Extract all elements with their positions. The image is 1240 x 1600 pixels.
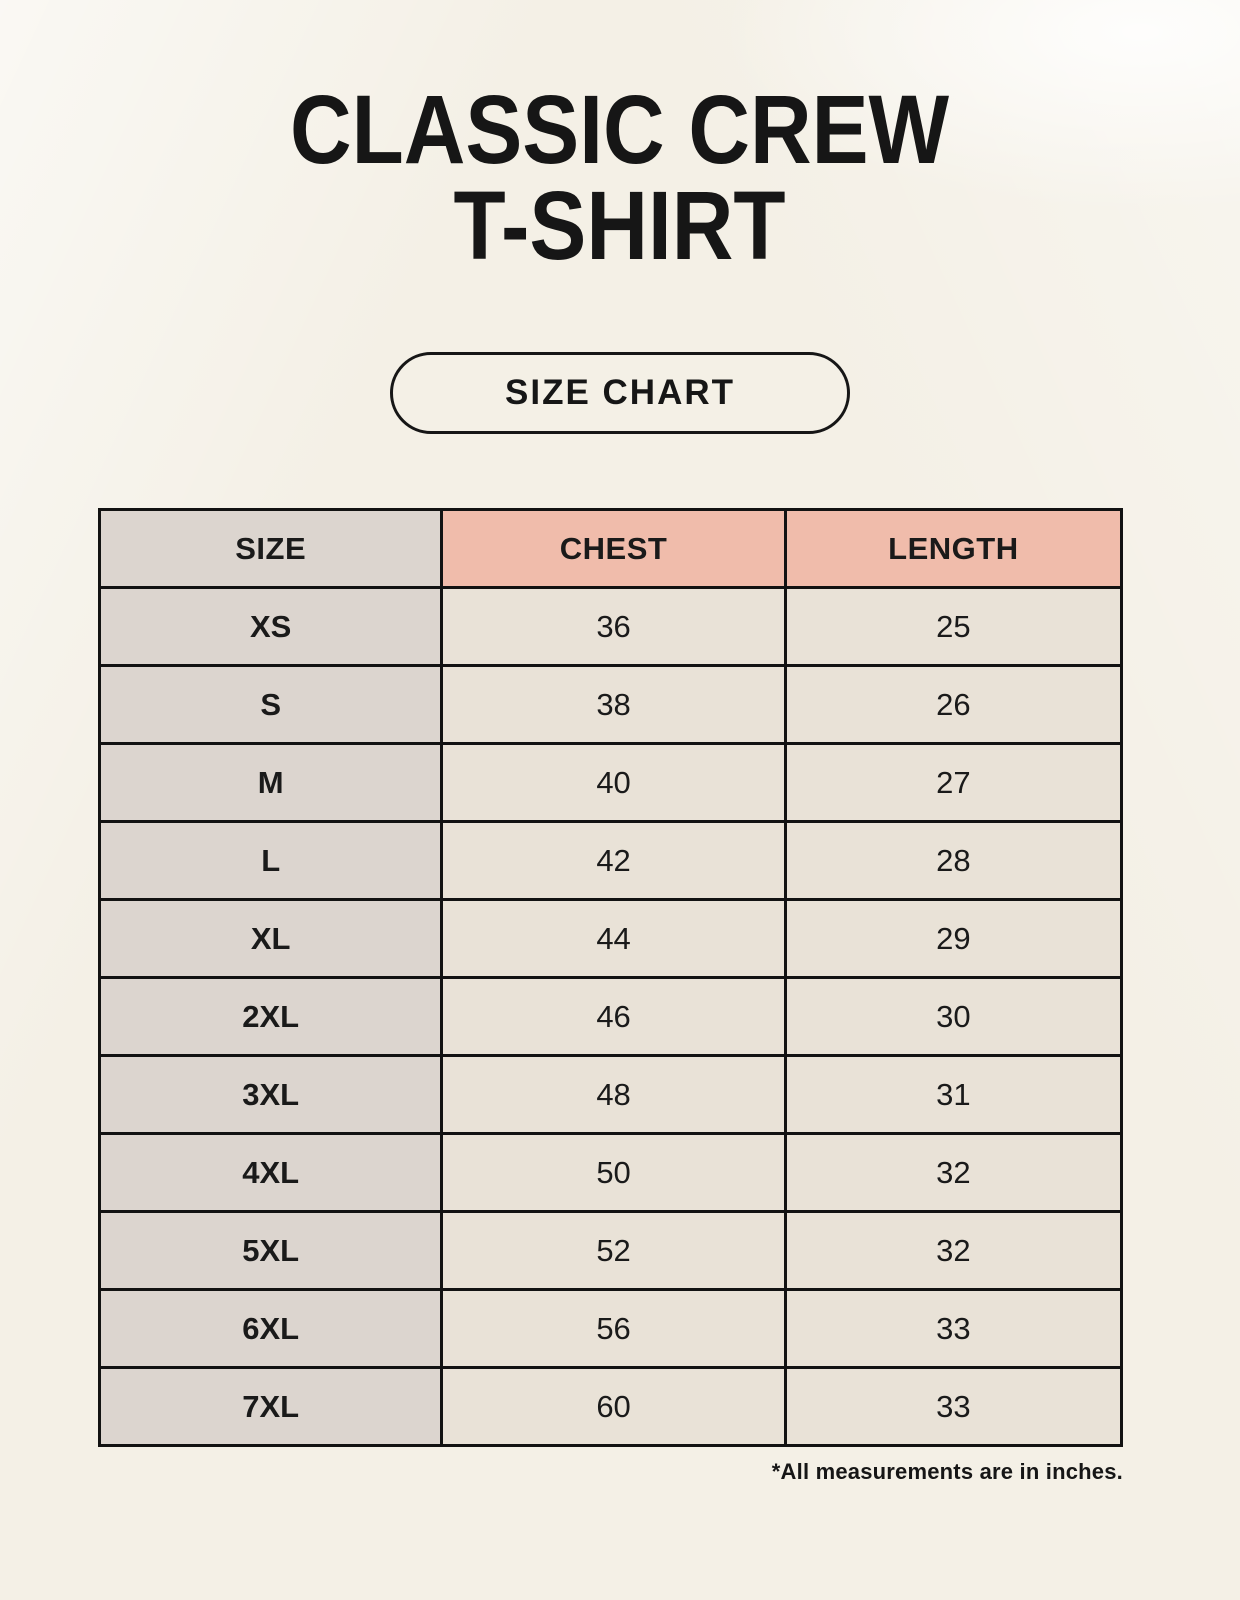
chest-cell: 52 [440,1210,787,1292]
length-cell: 32 [783,1210,1124,1292]
size-cell: S [97,664,444,746]
length-cell: 32 [783,1132,1124,1214]
size-chart-button-label: SIZE CHART [505,373,735,413]
length-cell: 30 [783,976,1124,1058]
length-cell: 28 [783,820,1124,902]
footnote: *All measurements are in inches. [771,1459,1123,1485]
table-row: 2XL 46 30 [97,976,1124,1058]
table-header-row: SIZE CHEST LENGTH [97,508,1124,590]
chest-cell: 60 [440,1366,787,1448]
table-row: XS 36 25 [97,586,1124,668]
chest-cell: 46 [440,976,787,1058]
table-row: 7XL 60 33 [97,1366,1124,1448]
table-row: M 40 27 [97,742,1124,824]
column-header-length: LENGTH [783,508,1124,590]
column-header-chest: CHEST [440,508,787,590]
size-cell: 7XL [97,1366,444,1448]
length-cell: 27 [783,742,1124,824]
chest-cell: 44 [440,898,787,980]
table-row: 6XL 56 33 [97,1288,1124,1370]
size-cell: L [97,820,444,902]
length-cell: 31 [783,1054,1124,1136]
size-cell: XS [97,586,444,668]
page-title: CLASSIC CREW T-SHIRT [0,0,1240,274]
page-title-line1: CLASSIC CREW [290,75,950,184]
size-cell: 2XL [97,976,444,1058]
size-cell: 3XL [97,1054,444,1136]
chest-cell: 56 [440,1288,787,1370]
length-cell: 25 [783,586,1124,668]
column-header-size: SIZE [97,508,444,590]
chest-cell: 50 [440,1132,787,1214]
length-cell: 26 [783,664,1124,746]
size-cell: M [97,742,444,824]
length-cell: 33 [783,1288,1124,1370]
table-row: L 42 28 [97,820,1124,902]
table-row: S 38 26 [97,664,1124,746]
size-cell: XL [97,898,444,980]
chest-cell: 36 [440,586,787,668]
length-cell: 29 [783,898,1124,980]
table-row: 5XL 52 32 [97,1210,1124,1292]
size-chart-button[interactable]: SIZE CHART [390,352,850,435]
table-row: 4XL 50 32 [97,1132,1124,1214]
table-row: XL 44 29 [97,898,1124,980]
length-cell: 33 [783,1366,1124,1448]
size-chart-table: SIZE CHEST LENGTH XS 36 25 S 38 26 M 40 27 L 42 28 X… [97,508,1124,1448]
size-cell: 6XL [97,1288,444,1370]
chest-cell: 48 [440,1054,787,1136]
size-cell: 5XL [97,1210,444,1292]
table-row: 3XL 48 31 [97,1054,1124,1136]
page-title-line2: T-SHIRT [454,171,786,281]
chest-cell: 38 [440,664,787,746]
size-cell: 4XL [97,1132,444,1214]
chest-cell: 42 [440,820,787,902]
chest-cell: 40 [440,742,787,824]
